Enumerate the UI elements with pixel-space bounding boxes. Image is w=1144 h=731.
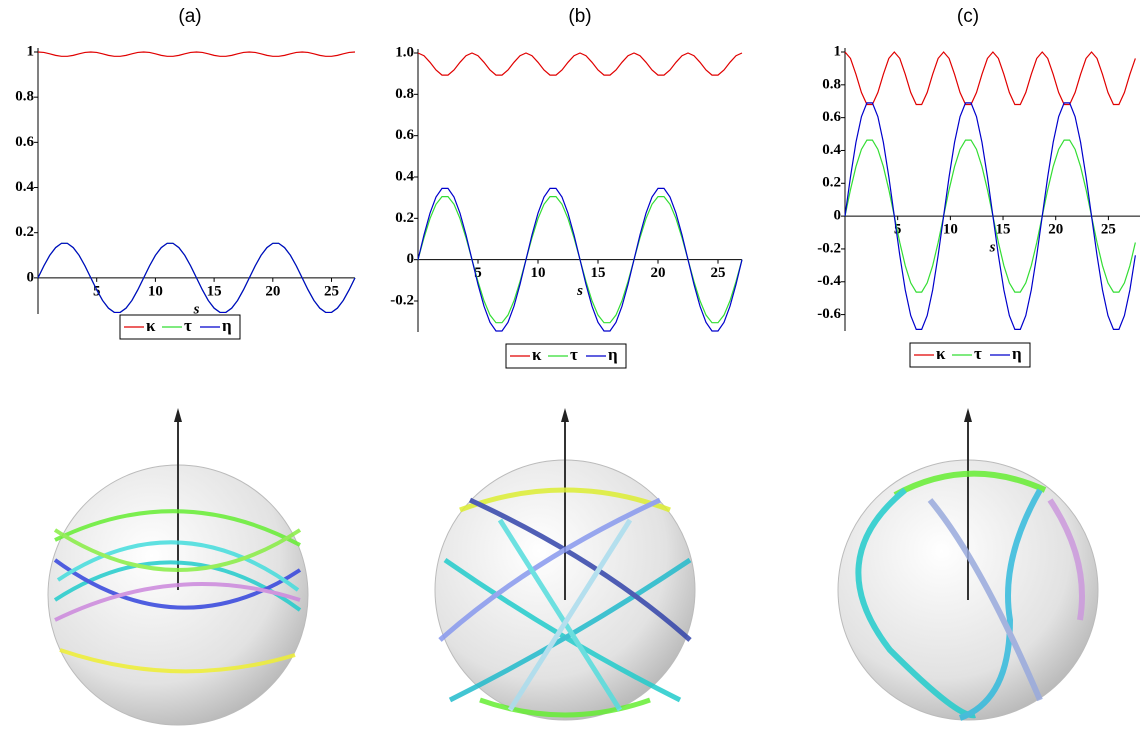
y-tick-label: -0.6 bbox=[817, 306, 841, 322]
series-line bbox=[417, 187, 743, 332]
series-line bbox=[844, 51, 1136, 106]
y-tick-label: 0.4 bbox=[15, 179, 34, 195]
x-tick-label: 15 bbox=[591, 265, 606, 281]
x-tick-label: 5 bbox=[93, 283, 101, 299]
y-tick-label: 0.6 bbox=[822, 109, 841, 125]
series-line bbox=[844, 102, 1136, 330]
x-tick-label: 5 bbox=[474, 265, 482, 281]
x-tick-label: 25 bbox=[711, 265, 726, 281]
x-tick-label: 15 bbox=[996, 222, 1011, 238]
y-tick-label: 0.6 bbox=[15, 134, 34, 150]
x-tick-label: 10 bbox=[148, 283, 163, 299]
sphere-a bbox=[47, 408, 309, 726]
y-tick-label: 0.2 bbox=[395, 210, 414, 226]
x-tick-label: 10 bbox=[943, 222, 958, 238]
x-axis-label: s bbox=[989, 240, 996, 256]
legend-label: κ bbox=[532, 345, 542, 364]
y-tick-label: 0 bbox=[27, 269, 35, 285]
y-tick-label: -0.4 bbox=[817, 273, 841, 289]
chart-title: (c) bbox=[957, 6, 979, 27]
x-tick-label: 20 bbox=[265, 283, 280, 299]
y-tick-label: 0.4 bbox=[822, 142, 841, 158]
series-line bbox=[37, 51, 356, 57]
x-axis-label: s bbox=[576, 283, 583, 299]
y-tick-label: 0.2 bbox=[822, 175, 841, 191]
legend-label: η bbox=[1012, 344, 1022, 363]
legend-label: τ bbox=[974, 344, 982, 363]
y-tick-label: 1 bbox=[834, 43, 842, 59]
x-tick-label: 25 bbox=[1101, 222, 1116, 238]
y-tick-label: 0.8 bbox=[15, 89, 34, 105]
x-tick-label: 20 bbox=[651, 265, 666, 281]
x-tick-label: 20 bbox=[1048, 222, 1063, 238]
y-tick-label: 0.4 bbox=[395, 168, 414, 184]
legend-label: τ bbox=[570, 345, 578, 364]
y-tick-label: 0.2 bbox=[15, 224, 34, 240]
sphere-b bbox=[434, 408, 696, 721]
legend-label: η bbox=[608, 345, 618, 364]
y-tick-label: 1.0 bbox=[395, 44, 414, 60]
chart-title: (b) bbox=[568, 6, 591, 27]
y-tick-label: 0 bbox=[834, 208, 842, 224]
x-tick-label: 25 bbox=[324, 283, 339, 299]
chart-title: (a) bbox=[178, 6, 201, 27]
y-tick-label: 0.6 bbox=[395, 127, 414, 143]
sphere-c bbox=[837, 408, 1099, 721]
x-tick-label: 10 bbox=[531, 265, 546, 281]
legend-label: κ bbox=[146, 316, 156, 335]
y-tick-label: 0 bbox=[407, 251, 415, 267]
legend-label: τ bbox=[184, 316, 192, 335]
y-tick-label: 1 bbox=[27, 43, 35, 59]
y-tick-label: -0.2 bbox=[817, 240, 841, 256]
x-tick-label: 15 bbox=[207, 283, 222, 299]
x-axis-label: s bbox=[193, 301, 200, 317]
legend-label: η bbox=[222, 316, 232, 335]
series-line bbox=[417, 52, 743, 76]
y-tick-label: 0.8 bbox=[822, 76, 841, 92]
legend-label: κ bbox=[936, 344, 946, 363]
y-tick-label: -0.2 bbox=[390, 292, 414, 308]
series-line bbox=[37, 242, 356, 314]
y-tick-label: 0.8 bbox=[395, 86, 414, 102]
